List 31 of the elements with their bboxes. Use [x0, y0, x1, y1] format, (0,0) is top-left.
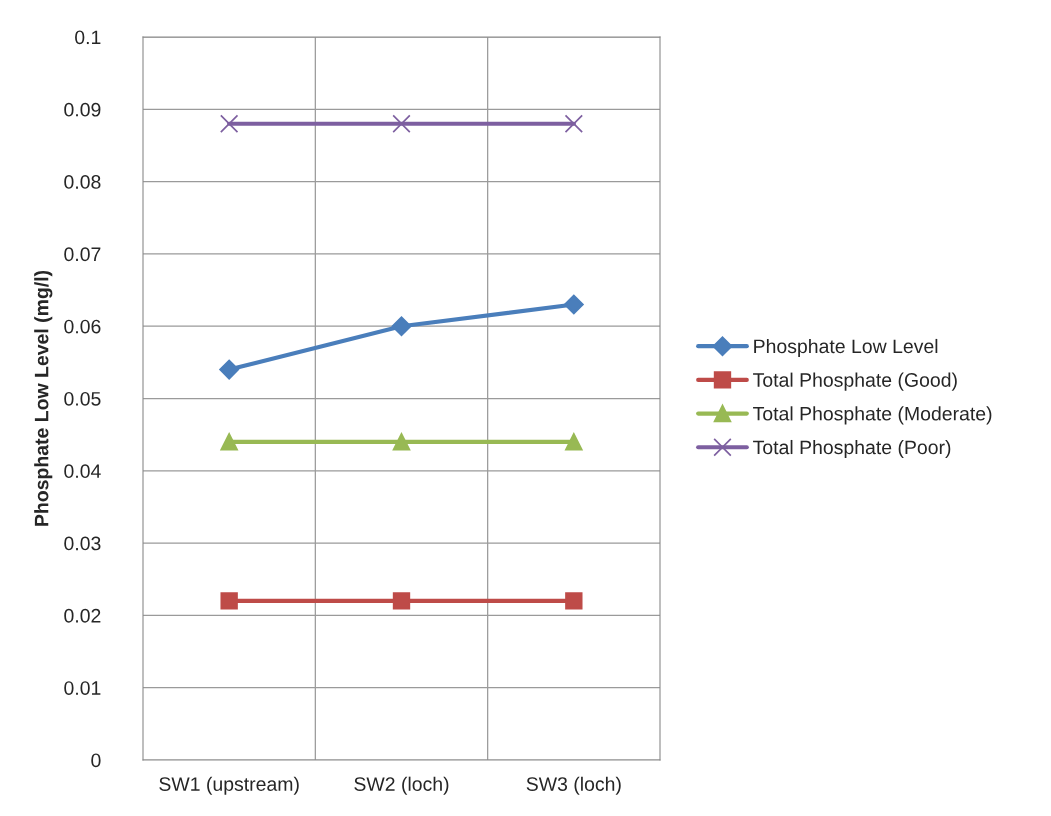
- y-axis-title: Phosphate Low Level (mg/l): [34, 270, 53, 526]
- point: [391, 316, 412, 337]
- y-tick-label: 0.04: [64, 464, 101, 479]
- point: [564, 114, 584, 133]
- legend-label: Total Phosphate (Good): [753, 372, 957, 391]
- point: [565, 433, 583, 451]
- x-tick-label: SW2 (loch): [354, 776, 449, 795]
- point: [220, 592, 238, 610]
- y-tick-label: 0.05: [64, 391, 101, 406]
- point: [392, 114, 411, 133]
- y-tick-label: 0.02: [64, 608, 101, 623]
- point: [219, 114, 239, 133]
- point: [219, 359, 240, 380]
- x-tick-label: SW3 (loch): [526, 776, 621, 795]
- y-tick-label: 0.03: [64, 536, 101, 551]
- point: [563, 294, 584, 315]
- y-tick-label: 0.01: [64, 681, 101, 695]
- y-tick-label: 0.07: [64, 247, 101, 262]
- point: [392, 592, 411, 610]
- legend-label: Phosphate Low Level: [754, 338, 938, 358]
- point: [392, 433, 411, 451]
- point: [565, 592, 583, 610]
- y-tick-label: 0: [91, 753, 101, 768]
- y-tick-label: 0.1: [75, 30, 101, 45]
- x-tick-label: SW1 (upstream): [159, 776, 299, 795]
- legend-label: Total Phosphate (Moderate): [753, 406, 992, 425]
- point: [220, 433, 238, 451]
- y-tick-label: 0.06: [64, 319, 101, 334]
- y-tick-label: 0.08: [64, 175, 101, 189]
- y-tick-label: 0.09: [64, 102, 101, 117]
- legend-label: Total Phosphate (Poor): [753, 439, 951, 459]
